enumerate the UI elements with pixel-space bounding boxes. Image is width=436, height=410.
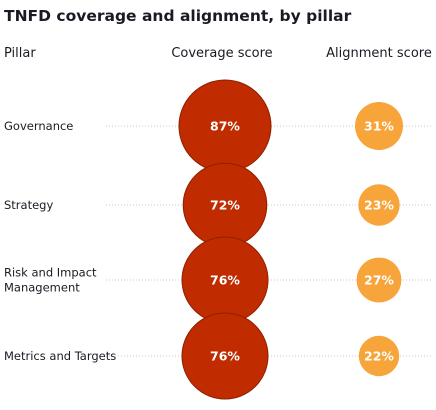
row-label-line: Metrics and Targets	[4, 349, 116, 363]
chart-title: TNFD coverage and alignment, by pillar	[4, 7, 352, 25]
coverage-value-label: 72%	[210, 198, 240, 213]
alignment-bubbles: 31% 23% 27% 22%	[355, 102, 403, 377]
row-label-line: Risk and Impact	[4, 266, 97, 280]
row-label-line: Management	[4, 281, 80, 295]
coverage-bubble	[181, 312, 269, 400]
column-header-pillar: Pillar	[4, 46, 36, 61]
alignment-value-label: 27%	[364, 273, 394, 288]
row-label-line: Strategy	[4, 198, 53, 212]
row-label-line: Governance	[4, 119, 73, 133]
alignment-bubble	[355, 102, 403, 150]
alignment-bubble	[356, 257, 402, 303]
coverage-value-label: 76%	[210, 273, 240, 288]
column-header-alignment: Alignment score	[326, 46, 432, 61]
row-labels: Governance Strategy Risk and Impact Managem…	[4, 119, 116, 363]
row-label: Risk and Impact Management	[4, 266, 97, 295]
row-label: Metrics and Targets	[4, 349, 116, 363]
column-header-coverage: Coverage score	[171, 46, 272, 61]
leader-lines	[106, 125, 432, 357]
row-label: Governance	[4, 119, 73, 133]
row-label: Strategy	[4, 198, 53, 212]
coverage-value-label: 87%	[210, 119, 240, 134]
alignment-bubble	[358, 335, 400, 377]
alignment-bubble	[358, 184, 400, 226]
coverage-bubbles: 87% 72% 76% 76%	[178, 79, 272, 400]
alignment-value-label: 23%	[364, 198, 394, 213]
coverage-value-label: 76%	[210, 349, 240, 364]
alignment-value-label: 31%	[364, 119, 394, 134]
alignment-value-label: 22%	[364, 349, 394, 364]
